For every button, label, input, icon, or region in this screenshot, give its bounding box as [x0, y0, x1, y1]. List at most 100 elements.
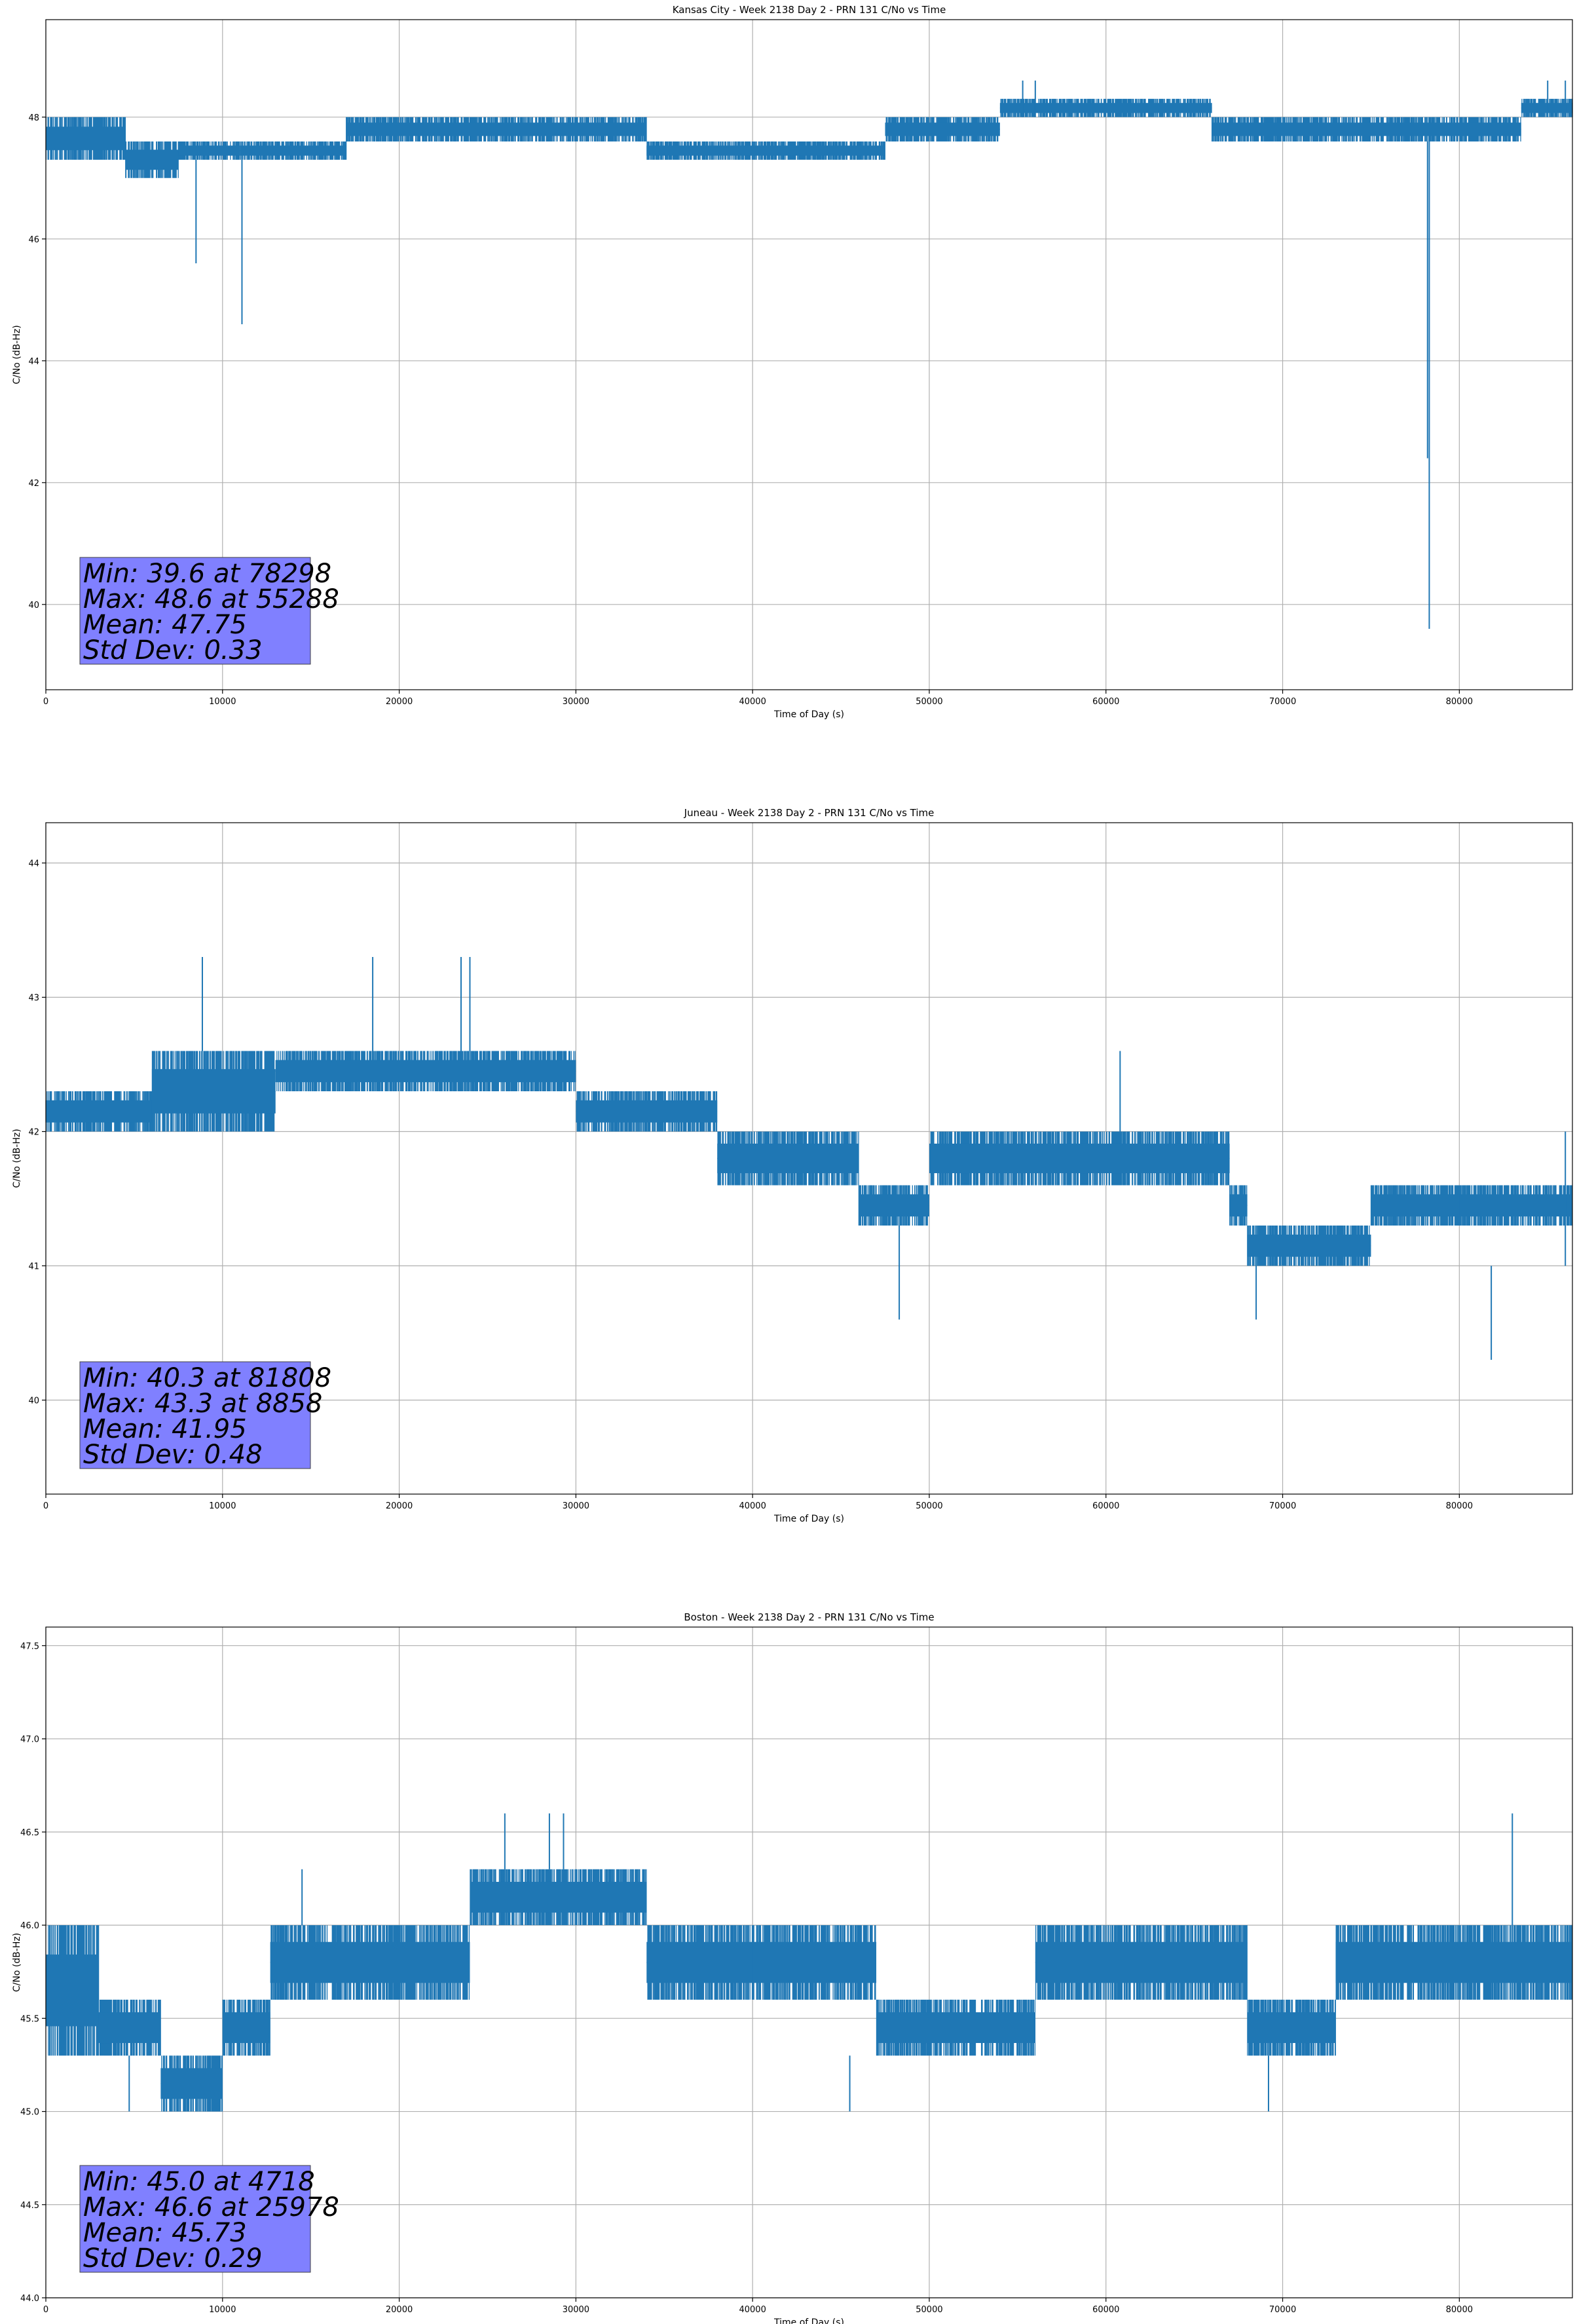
y-tick-label: 44.5: [20, 2201, 39, 2211]
x-tick-label: 30000: [563, 1501, 589, 1511]
series-segment: [46, 1100, 152, 1123]
y-tick-label: 46.0: [20, 1921, 39, 1931]
x-tick-label: 30000: [563, 2305, 589, 2315]
series-segment: [222, 2012, 270, 2044]
stats-line: Mean: 45.73: [83, 2218, 247, 2248]
series-segment: [1335, 1941, 1572, 1983]
series-segment: [346, 122, 647, 136]
chart-panel-1: 0 10000 20000 30000 40000 50000 60000 70000 8000…: [12, 807, 1573, 1524]
series-segment: [1229, 1194, 1248, 1217]
chart-panel-0: 0 10000 20000 30000 40000 50000 60000 70000 8000…: [12, 4, 1573, 720]
x-tick-label: 40000: [739, 1501, 766, 1511]
chart-title: Kansas City - Week 2138 Day 2 - PRN 131 …: [673, 4, 946, 16]
x-tick-label: 40000: [739, 697, 766, 707]
chart-panel-2: 0 10000 20000 30000 40000 50000 60000 70000 8000…: [12, 1611, 1573, 2324]
x-axis-label: Time of Day (s): [773, 709, 844, 720]
series-segment: [1459, 1194, 1572, 1217]
y-tick-label: 46.5: [20, 1828, 39, 1838]
x-tick-label: 10000: [209, 2305, 236, 2315]
series-segment: [646, 145, 885, 156]
plot-frame: [45, 822, 1573, 1495]
x-axis-label: Time of Day (s): [773, 1514, 844, 1524]
y-tick-label: 44: [28, 357, 39, 367]
chart-title: Boston - Week 2138 Day 2 - PRN 131 C/No …: [684, 1611, 934, 1623]
series-band: [46, 1869, 1572, 2112]
x-tick-label: 80000: [1446, 2305, 1473, 2315]
series-segment: [275, 1060, 576, 1083]
stats-line: Max: 46.6 at 25978: [83, 2192, 339, 2222]
y-tick-label: 40: [28, 1396, 39, 1406]
stats-box: [79, 2165, 311, 2273]
x-tick-label: 70000: [1269, 1501, 1296, 1511]
stats-line: Std Dev: 0.48: [83, 1440, 263, 1470]
x-tick-label: 50000: [916, 1501, 942, 1511]
stats-line: Max: 43.3 at 8858: [83, 1389, 322, 1419]
x-tick-label: 40000: [739, 2305, 766, 2315]
plot-frame: [45, 19, 1573, 690]
x-tick-label: 30000: [563, 697, 589, 707]
x-tick-label: 20000: [386, 697, 413, 707]
x-tick-label: 50000: [916, 2305, 942, 2315]
series-segment: [999, 103, 1212, 113]
y-tick-label: 41: [28, 1262, 39, 1272]
stats-line: Min: 40.3 at 81808: [83, 1363, 331, 1393]
y-tick-label: 47.0: [20, 1735, 39, 1745]
series-segment: [178, 145, 240, 156]
chart-title: Juneau - Week 2138 Day 2 - PRN 131 C/No …: [684, 807, 935, 819]
series-segment: [46, 1954, 99, 2027]
series-segment: [470, 1881, 647, 1913]
x-tick-label: 60000: [1092, 2305, 1119, 2315]
series-segment: [859, 1194, 929, 1217]
y-tick-label: 42: [28, 1128, 39, 1138]
x-tick-label: 10000: [209, 1501, 236, 1511]
x-axis-label: Time of Day (s): [773, 2317, 844, 2324]
x-tick-label: 60000: [1092, 1501, 1119, 1511]
series-segment: [1247, 2012, 1336, 2044]
y-tick-label: 45.0: [20, 2108, 39, 2118]
y-tick-label: 47.5: [20, 1641, 39, 1651]
stats-line: Min: 39.6 at 78298: [83, 559, 331, 589]
y-tick-label: 44: [28, 859, 39, 869]
y-tick-label: 40: [28, 601, 39, 610]
x-tick-label: 0: [43, 2305, 48, 2315]
x-tick-label: 0: [43, 1501, 48, 1511]
y-tick-label: 42: [28, 479, 39, 489]
x-tick-label: 80000: [1446, 1501, 1473, 1511]
x-tick-label: 20000: [386, 1501, 413, 1511]
series-segment: [1212, 122, 1521, 136]
x-tick-label: 20000: [386, 2305, 413, 2315]
series-segment: [98, 2012, 161, 2044]
series-segment: [885, 122, 1000, 136]
x-tick-label: 50000: [916, 697, 942, 707]
series-segment: [270, 1941, 470, 1983]
y-tick-label: 44.0: [20, 2294, 39, 2304]
x-tick-label: 60000: [1092, 697, 1119, 707]
y-axis-label: C/No (dB-Hz): [12, 1129, 22, 1188]
stats-line: Max: 48.6 at 55288: [83, 584, 339, 614]
series-band: [45, 98, 1573, 178]
series-segment: [1521, 103, 1572, 113]
stats-line: Min: 45.0 at 4718: [83, 2167, 315, 2197]
series-segment: [125, 149, 179, 170]
stats-line: Mean: 41.95: [83, 1414, 247, 1444]
y-axis-label: C/No (dB-Hz): [12, 325, 22, 384]
series-segment: [160, 2068, 223, 2099]
stats-line: Std Dev: 0.29: [83, 2243, 263, 2274]
series-segment: [46, 126, 126, 151]
x-tick-label: 10000: [209, 697, 236, 707]
y-tick-label: 45.5: [20, 2014, 39, 2024]
series-segment: [1035, 1941, 1248, 1983]
x-tick-label: 0: [43, 697, 48, 707]
stats-line: Std Dev: 0.33: [83, 635, 263, 665]
series-segment: [1247, 1234, 1371, 1257]
y-axis-label: C/No (dB-Hz): [12, 1933, 22, 1992]
series-segment: [1371, 1194, 1460, 1217]
series-segment: [151, 1069, 276, 1114]
x-tick-label: 70000: [1269, 697, 1296, 707]
series-segment: [752, 1941, 877, 1983]
series-segment: [240, 145, 346, 156]
y-tick-label: 46: [28, 235, 39, 245]
series-segment: [646, 1941, 753, 1983]
stats-box: [79, 1361, 311, 1469]
